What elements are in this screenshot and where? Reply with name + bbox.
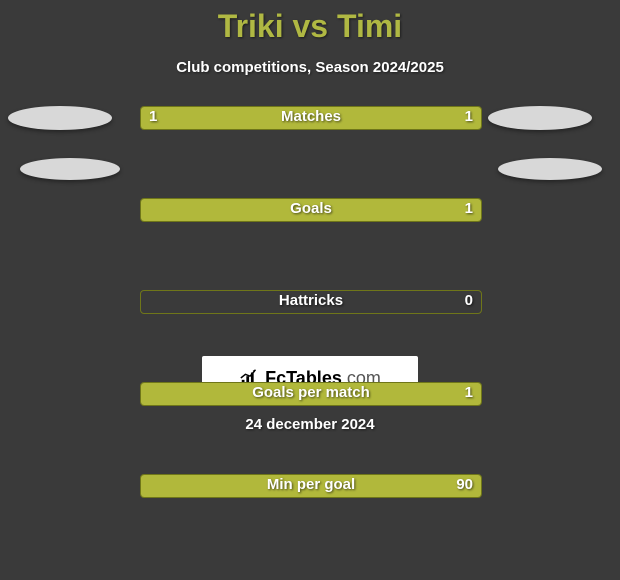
stat-label: Hattricks — [141, 292, 481, 309]
stat-value-right: 0 — [465, 292, 473, 309]
player-ellipse-3 — [498, 158, 602, 180]
stat-row: Hattricks0 — [0, 290, 620, 336]
bar-fill-right — [141, 383, 481, 405]
stat-value-right: 1 — [465, 108, 473, 125]
stat-value-right: 1 — [465, 384, 473, 401]
stat-row: Matches11 — [0, 106, 620, 152]
bar-track: Matches11 — [140, 106, 482, 130]
bar-fill-right — [311, 107, 481, 129]
bar-fill-right — [141, 199, 481, 221]
page-title: Triki vs Timi — [0, 8, 620, 45]
subtitle: Club competitions, Season 2024/2025 — [0, 59, 620, 76]
stat-value-right: 90 — [456, 476, 473, 493]
stat-value-right: 1 — [465, 200, 473, 217]
player-ellipse-2 — [20, 158, 120, 180]
stat-row: Goals per match1 — [0, 382, 620, 428]
bar-fill-left — [141, 107, 311, 129]
stat-row: Goals1 — [0, 198, 620, 244]
stat-row: Min per goal90 — [0, 474, 620, 520]
bar-track: Goals1 — [140, 198, 482, 222]
bar-track: Goals per match1 — [140, 382, 482, 406]
bar-fill-right — [141, 475, 481, 497]
bar-track: Hattricks0 — [140, 290, 482, 314]
stat-value-left: 1 — [149, 108, 157, 125]
comparison-rows: Matches11Goals1Hattricks0Goals per match… — [0, 106, 620, 336]
bar-track: Min per goal90 — [140, 474, 482, 498]
